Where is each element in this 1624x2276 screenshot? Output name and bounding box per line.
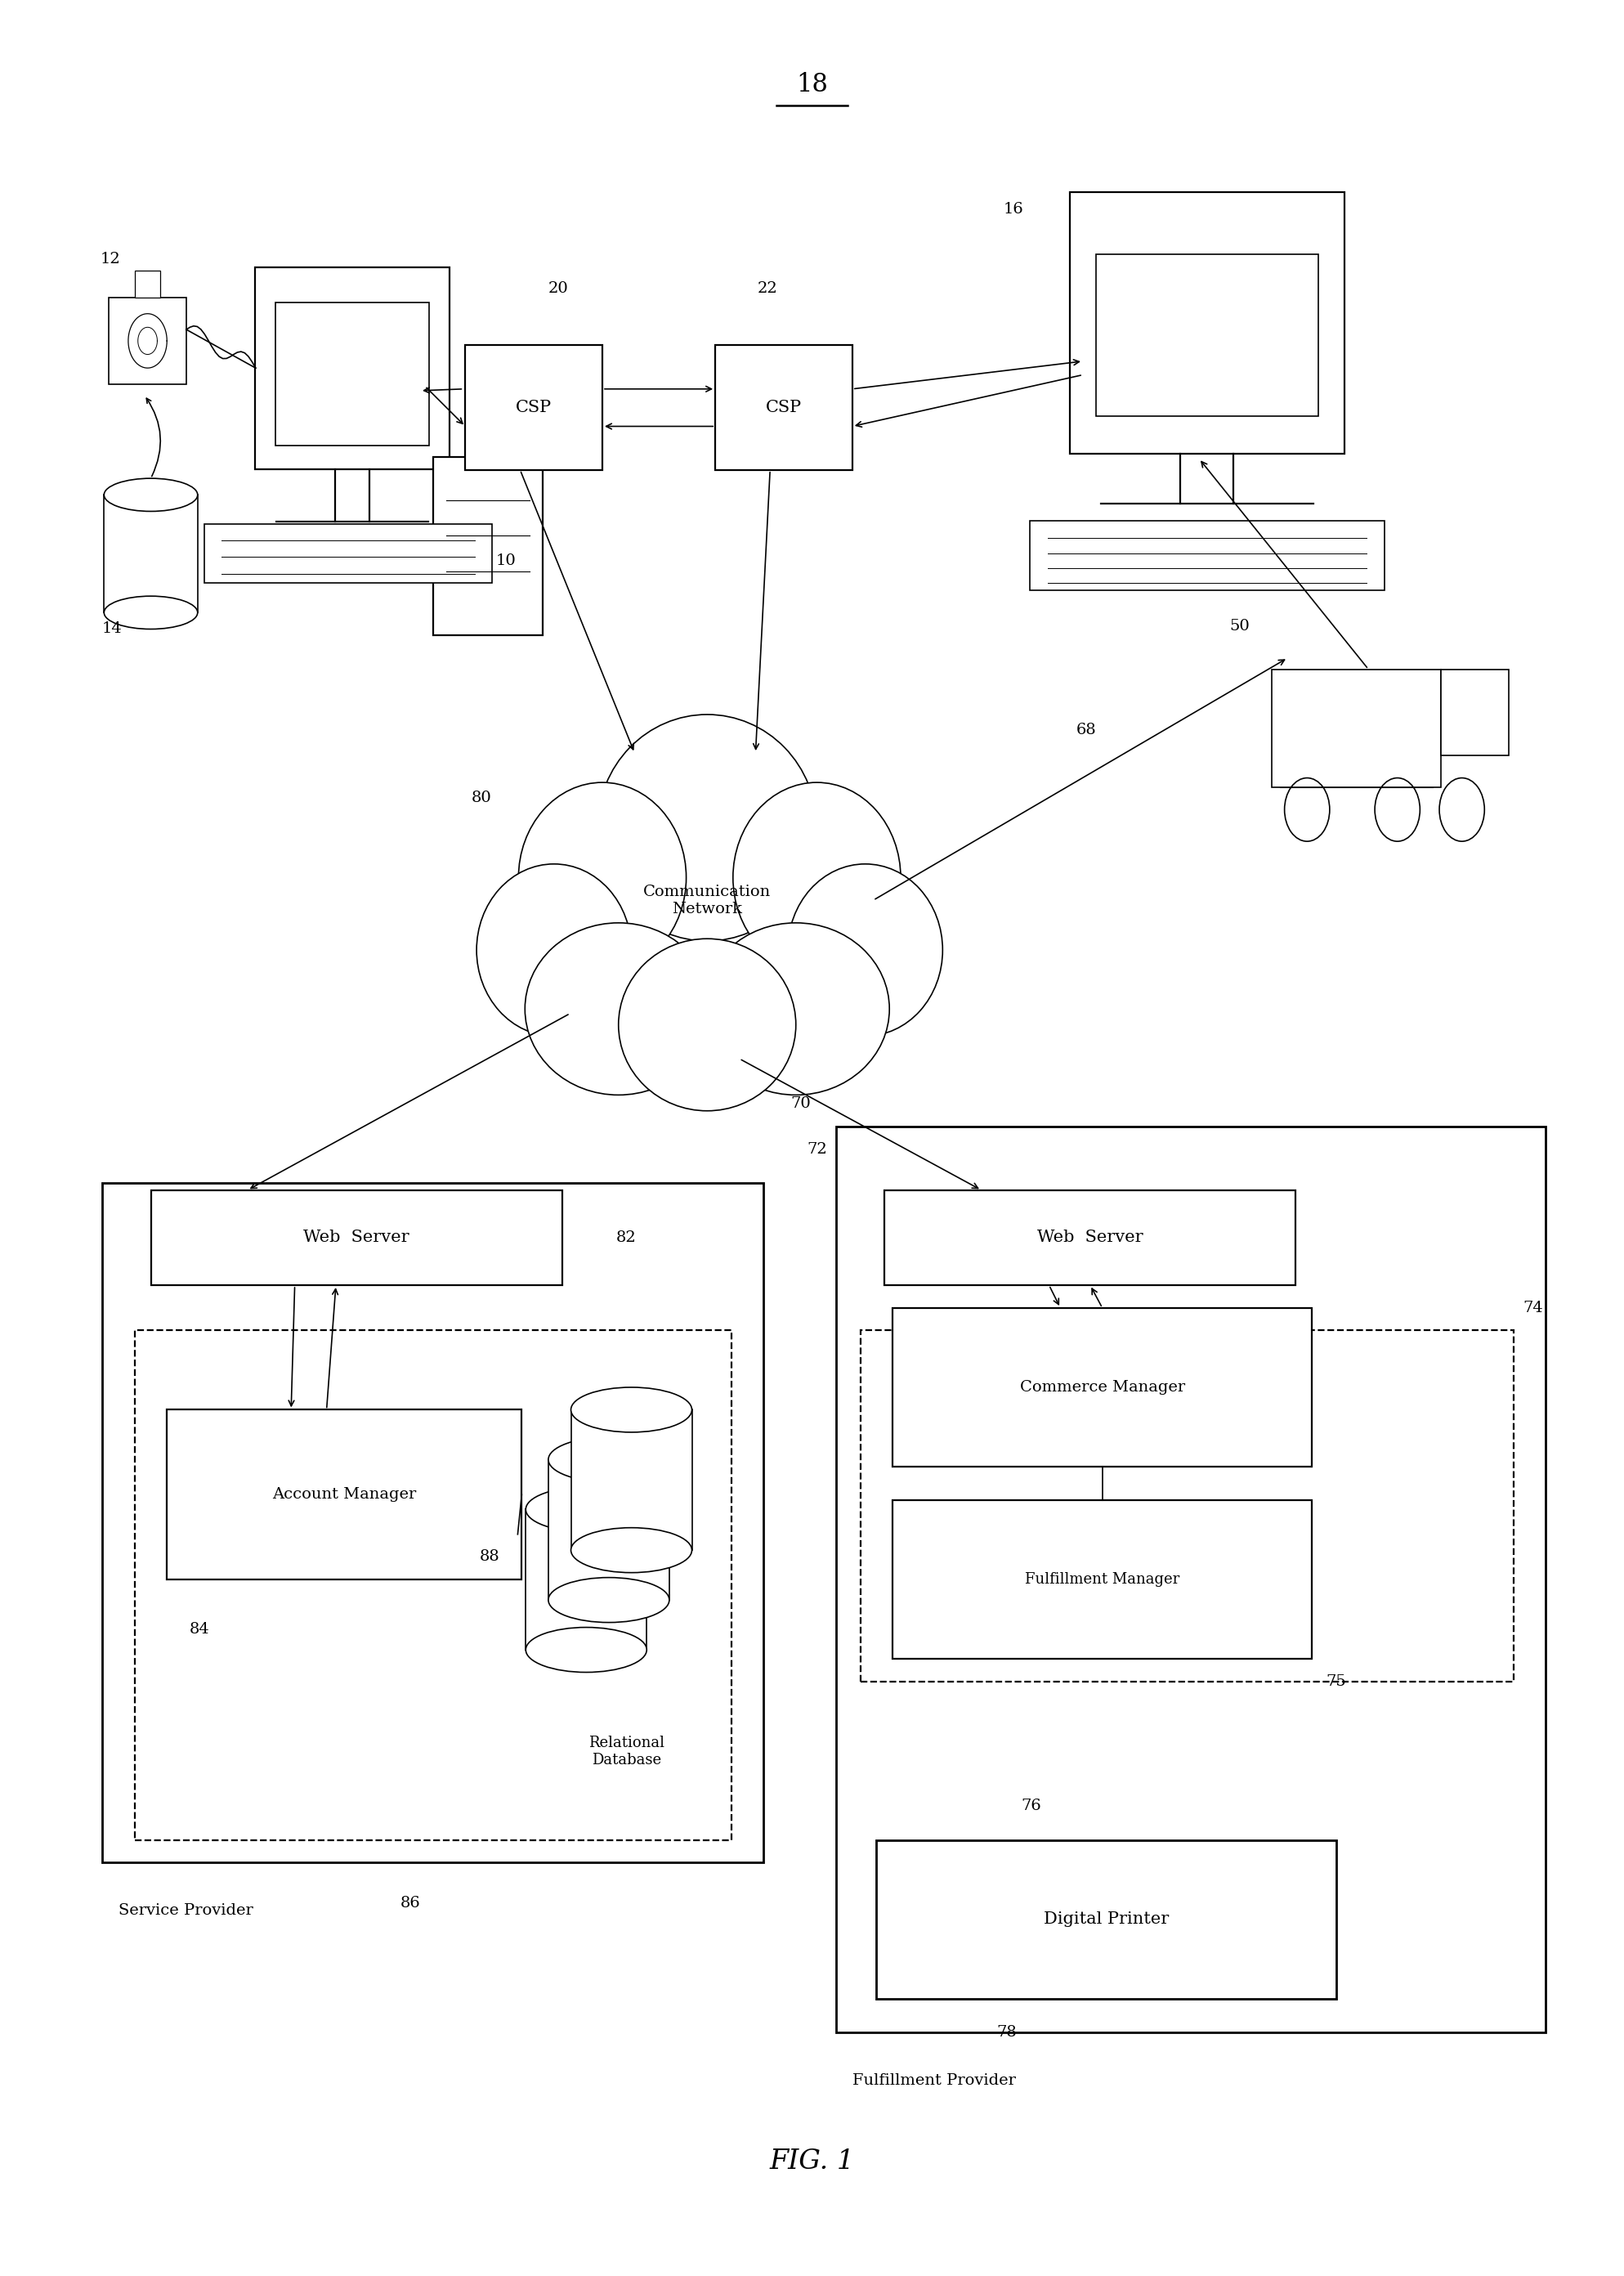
Ellipse shape — [702, 922, 890, 1095]
Bar — [1272, 669, 1440, 787]
Ellipse shape — [525, 922, 711, 1095]
Bar — [526, 1509, 646, 1650]
Bar — [549, 1459, 669, 1600]
Text: 12: 12 — [101, 253, 120, 266]
Ellipse shape — [572, 1388, 692, 1432]
Text: 50: 50 — [1229, 619, 1249, 633]
Text: 80: 80 — [471, 792, 492, 806]
Text: 16: 16 — [1004, 203, 1023, 216]
Text: 10: 10 — [495, 553, 516, 569]
Text: Commerce Manager: Commerce Manager — [1020, 1379, 1186, 1395]
Bar — [885, 1190, 1296, 1286]
Bar — [1030, 521, 1385, 589]
Ellipse shape — [598, 715, 817, 940]
Text: CSP: CSP — [516, 401, 552, 417]
Text: 82: 82 — [617, 1231, 637, 1245]
Text: 74: 74 — [1523, 1300, 1543, 1316]
Bar — [102, 1184, 763, 1862]
Text: Service Provider: Service Provider — [119, 1903, 253, 1919]
Bar — [861, 1331, 1514, 1682]
Bar — [1096, 255, 1319, 417]
Bar — [434, 457, 542, 635]
Text: 75: 75 — [1327, 1675, 1346, 1689]
Text: Account Manager: Account Manager — [273, 1486, 416, 1502]
Text: CSP: CSP — [767, 401, 802, 417]
Bar — [466, 346, 603, 469]
Ellipse shape — [104, 478, 198, 512]
Bar — [893, 1500, 1312, 1659]
Ellipse shape — [788, 865, 942, 1036]
Text: 84: 84 — [188, 1623, 209, 1636]
Text: Fulfillment Provider: Fulfillment Provider — [853, 2073, 1015, 2087]
Bar — [1440, 669, 1509, 756]
Text: Web  Server: Web Server — [304, 1229, 409, 1245]
Ellipse shape — [526, 1627, 646, 1673]
Bar — [135, 1331, 731, 1839]
Ellipse shape — [732, 783, 901, 972]
Bar — [572, 1409, 692, 1550]
Bar — [715, 346, 853, 469]
Bar — [255, 266, 450, 469]
Bar — [135, 271, 161, 298]
Bar — [1070, 191, 1345, 453]
Text: Digital Printer: Digital Printer — [1044, 1912, 1169, 1928]
Text: 18: 18 — [796, 73, 828, 98]
Text: Communication
Network: Communication Network — [643, 885, 771, 915]
Bar — [167, 1409, 521, 1580]
Bar — [836, 1127, 1546, 2032]
Text: 70: 70 — [791, 1097, 810, 1111]
Ellipse shape — [476, 865, 632, 1036]
Ellipse shape — [104, 596, 198, 628]
Bar — [276, 303, 429, 446]
Text: 72: 72 — [807, 1143, 827, 1156]
Bar — [877, 1839, 1337, 1998]
Text: FIG. 1: FIG. 1 — [770, 2149, 854, 2174]
Text: 86: 86 — [400, 1896, 421, 1912]
Text: Relational
Database: Relational Database — [588, 1737, 664, 1768]
Ellipse shape — [549, 1436, 669, 1482]
Text: 78: 78 — [997, 2026, 1017, 2039]
Text: Fulfillment Manager: Fulfillment Manager — [1025, 1573, 1179, 1586]
Text: 68: 68 — [1077, 724, 1096, 737]
Ellipse shape — [619, 938, 796, 1111]
Bar — [893, 1309, 1312, 1466]
Text: 20: 20 — [547, 282, 568, 296]
Text: 22: 22 — [757, 282, 778, 296]
Text: 14: 14 — [102, 621, 122, 635]
Text: 76: 76 — [1021, 1798, 1041, 1814]
Ellipse shape — [549, 1577, 669, 1623]
Text: 88: 88 — [479, 1550, 500, 1564]
Ellipse shape — [572, 1527, 692, 1573]
Bar — [104, 494, 198, 612]
Bar — [109, 298, 187, 385]
Ellipse shape — [526, 1486, 646, 1532]
Bar — [205, 523, 492, 583]
Text: Web  Server: Web Server — [1038, 1229, 1143, 1245]
Ellipse shape — [518, 783, 687, 972]
Bar — [151, 1190, 562, 1286]
